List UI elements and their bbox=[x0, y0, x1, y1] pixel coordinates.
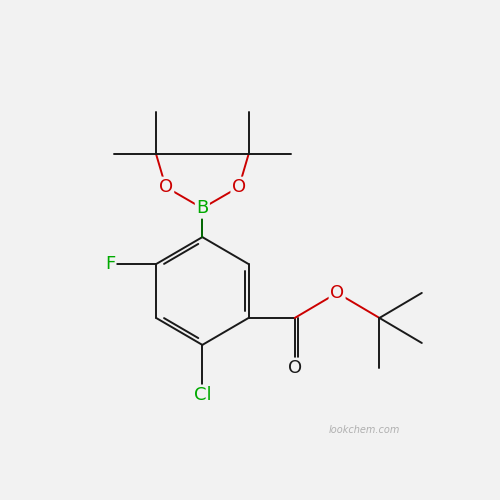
Text: O: O bbox=[158, 178, 173, 196]
Text: O: O bbox=[232, 178, 246, 196]
Text: O: O bbox=[232, 178, 246, 196]
Text: F: F bbox=[105, 255, 115, 273]
Text: lookchem.com: lookchem.com bbox=[328, 424, 400, 434]
Text: Cl: Cl bbox=[194, 386, 211, 404]
Text: O: O bbox=[158, 178, 173, 196]
Text: O: O bbox=[288, 359, 302, 377]
Text: O: O bbox=[288, 359, 302, 377]
Text: F: F bbox=[105, 255, 115, 273]
Text: B: B bbox=[196, 199, 208, 217]
Text: B: B bbox=[196, 199, 208, 217]
Text: O: O bbox=[330, 284, 344, 302]
Text: Cl: Cl bbox=[194, 386, 211, 404]
Text: O: O bbox=[330, 284, 344, 302]
